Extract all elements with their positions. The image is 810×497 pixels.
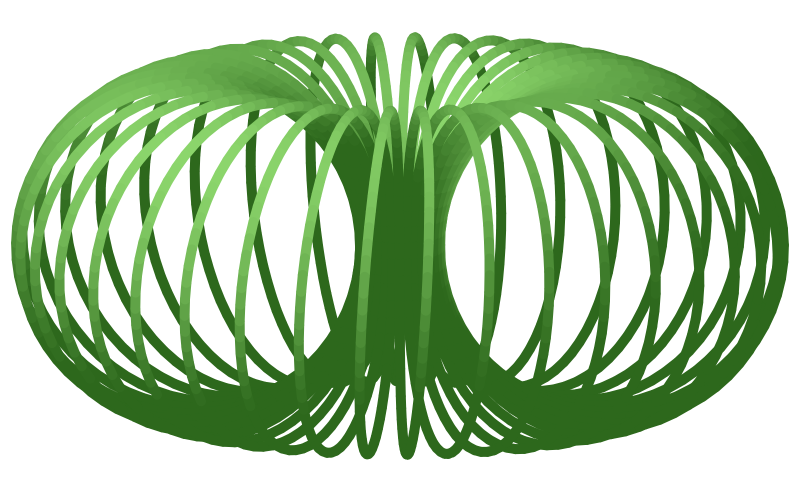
coil-segment: [605, 70, 632, 82]
coil-segment: [68, 189, 86, 215]
coil-segment: [692, 247, 705, 275]
coil-segment: [183, 244, 197, 271]
coil-segment: [60, 151, 81, 176]
coil-segment: [744, 155, 763, 181]
coil-segment: [724, 221, 738, 249]
coil-segment: [134, 237, 149, 265]
coil-segment: [296, 270, 308, 297]
coil: [11, 32, 789, 460]
coil-segment: [80, 108, 104, 129]
coil-segment: [96, 213, 112, 240]
coil-segment: [744, 195, 760, 222]
coil-segment: [238, 249, 252, 277]
coil-segment: [649, 255, 661, 283]
coil-segment: [599, 261, 611, 289]
coil-segment: [185, 72, 212, 84]
coil-segment: [358, 271, 370, 299]
coil-segment: [421, 272, 433, 299]
